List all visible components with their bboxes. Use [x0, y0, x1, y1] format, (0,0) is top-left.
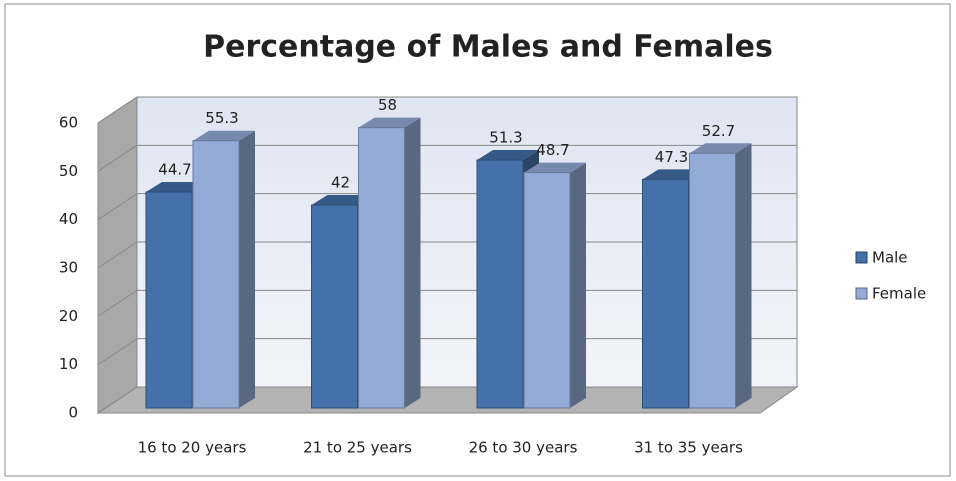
bar-top: [358, 117, 421, 128]
bar-top: [193, 130, 255, 141]
legend-swatch: [855, 251, 868, 264]
bar-side: [735, 143, 752, 409]
y-tick-label: 0: [68, 404, 78, 422]
grid-line: [97, 144, 138, 172]
bar-top: [477, 150, 539, 161]
y-tick-label: 50: [59, 162, 78, 180]
bar: [145, 191, 193, 409]
x-tick-label: 31 to 35 years: [634, 439, 743, 457]
grid-line: [97, 241, 138, 269]
data-label: 47.3: [655, 148, 688, 166]
bar-side: [404, 117, 421, 409]
grid-line: [97, 193, 138, 221]
x-tick-label: 21 to 25 years: [303, 439, 412, 457]
y-tick-label: 40: [59, 210, 78, 228]
data-label: 58: [378, 96, 397, 114]
data-label: 48.7: [536, 141, 569, 159]
bar-side: [239, 130, 255, 408]
y-tick-label: 60: [59, 114, 78, 132]
data-label: 52.7: [702, 122, 735, 140]
grid-line: [97, 289, 138, 317]
grid-line: [97, 96, 138, 124]
y-tick-label: 10: [59, 355, 78, 373]
bar-top: [689, 143, 752, 154]
data-label: 51.3: [489, 129, 522, 147]
bar: [689, 152, 736, 409]
legend-label: Male: [872, 249, 908, 267]
data-label: 42: [331, 174, 350, 192]
bar-top: [524, 162, 586, 173]
data-label: 55.3: [205, 109, 238, 127]
y-tick-label: 30: [59, 259, 78, 277]
bar-side: [570, 162, 586, 408]
y-tick-label: 20: [59, 307, 78, 325]
grid-line: [97, 338, 138, 366]
bar: [523, 172, 571, 409]
chart-title: Percentage of Males and Females: [203, 30, 773, 65]
bar: [192, 140, 240, 409]
bar: [476, 159, 524, 409]
grid-line: [97, 386, 138, 414]
bar: [311, 204, 358, 409]
legend-swatch: [855, 287, 868, 300]
bar: [358, 127, 405, 409]
x-tick-label: 26 to 30 years: [469, 439, 578, 457]
data-label: 44.7: [158, 160, 191, 178]
legend-label: Female: [872, 285, 926, 303]
bar: [642, 178, 689, 409]
x-tick-label: 16 to 20 years: [138, 439, 247, 457]
